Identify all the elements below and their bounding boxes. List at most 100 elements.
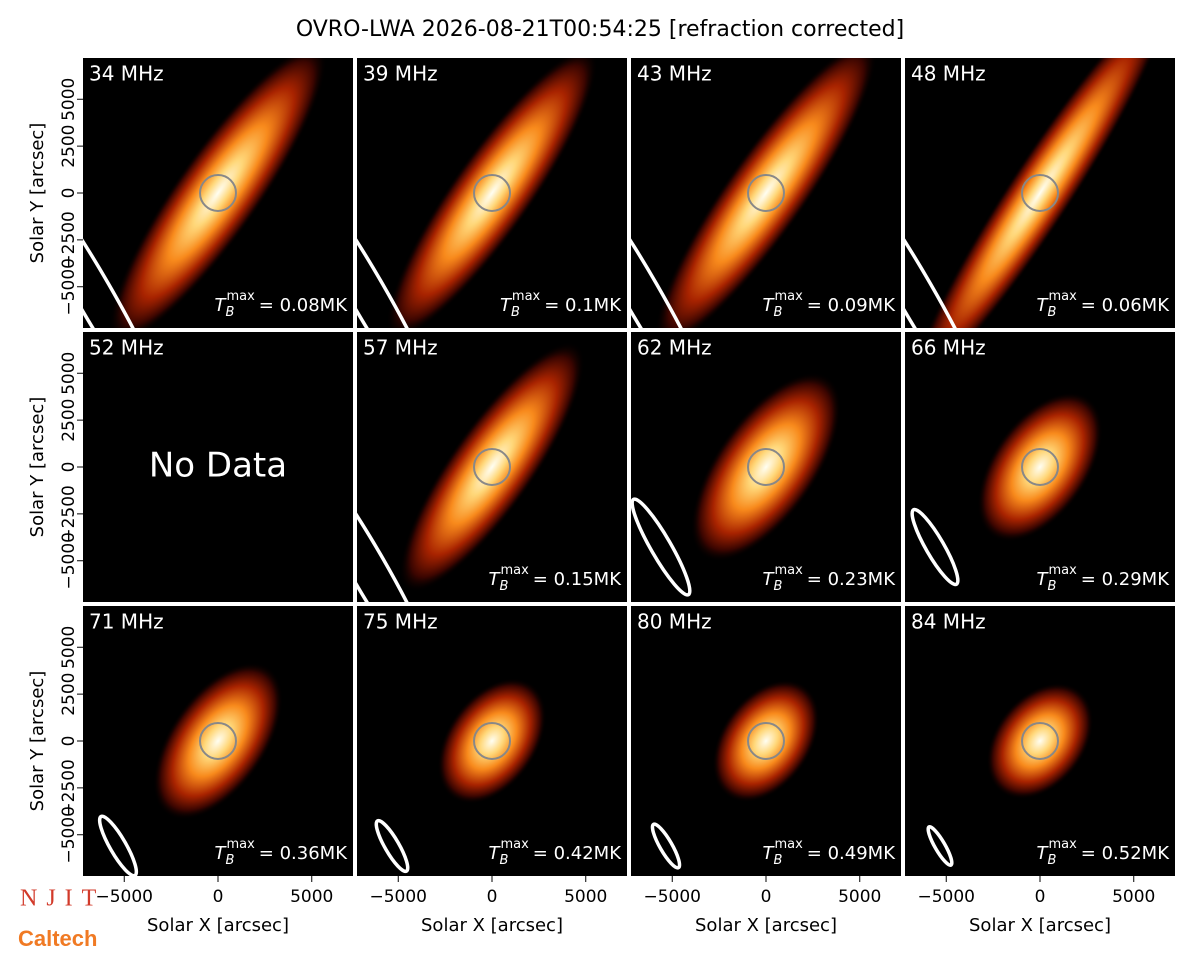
x-tick-label: 0: [761, 887, 772, 907]
tb-max-text: = 0.36MK: [259, 843, 348, 864]
solar-disk: [1021, 448, 1059, 486]
panel-title: 34 MHz: [89, 62, 164, 86]
x-tick-label: 5000: [1112, 887, 1155, 907]
solar-disk: [1021, 174, 1059, 212]
tb-max-symbol: T: [1037, 843, 1050, 864]
logo-njit: NJIT: [20, 886, 105, 912]
y-tick-label: 0: [59, 462, 79, 473]
tb-max-sub: B: [774, 579, 783, 594]
tb-max-symbol: T: [500, 295, 513, 316]
x-axis-label: Solar X [arcsec]: [695, 915, 837, 936]
emission: [386, 58, 598, 328]
y-tick-label: 0: [59, 736, 79, 747]
tb-max-sup: max: [1048, 837, 1077, 852]
tb-max-label: TBmax = 0.42MK: [489, 837, 623, 868]
tb-max-label: TBmax = 0.36MK: [215, 837, 349, 868]
x-tick-label: −5000: [369, 887, 427, 907]
tb-max-label: TBmax = 0.49MK: [763, 837, 897, 868]
panel: TBmax = 0.23MK: [631, 332, 901, 602]
panel: TBmax = 0.08MK: [83, 58, 353, 328]
solar-disk: [747, 174, 785, 212]
y-tick-label: 5000: [59, 626, 79, 669]
panel-title: 57 MHz: [363, 336, 438, 360]
emission: [712, 679, 820, 803]
x-tick-label: 0: [487, 887, 498, 907]
emission: [690, 372, 842, 562]
tb-max-sub: B: [774, 305, 783, 320]
x-axis-label: Solar X [arcsec]: [421, 915, 563, 936]
tb-max-label: TBmax = 0.23MK: [763, 563, 897, 594]
x-tick-label: 5000: [564, 887, 607, 907]
panel-title: 80 MHz: [637, 610, 712, 634]
panel-title: 75 MHz: [363, 610, 438, 634]
panel-title: 48 MHz: [911, 62, 986, 86]
solar-disk: [747, 448, 785, 486]
panel: TBmax = 0.29MK: [905, 332, 1175, 602]
panel: TBmax = 0.15MK: [357, 332, 627, 602]
tb-max-symbol: T: [763, 569, 776, 590]
x-tick-label: −5000: [917, 887, 975, 907]
beam: [910, 507, 960, 587]
tb-max-sup: max: [774, 289, 803, 304]
tb-max-symbol: T: [763, 843, 776, 864]
solar-disk: [473, 722, 511, 760]
tb-max-sub: B: [500, 853, 509, 868]
tb-max-sub: B: [226, 305, 235, 320]
tb-max-sup: max: [1048, 563, 1077, 578]
tb-max-sub: B: [511, 305, 520, 320]
emission: [654, 58, 878, 328]
panel: TBmax = 0.1MK: [357, 58, 627, 328]
tb-max-text: = 0.29MK: [1081, 569, 1170, 590]
y-tick-label: −5000: [59, 532, 79, 590]
figure-title: OVRO-LWA 2026-08-21T00:54:25 [refraction…: [296, 17, 904, 42]
tb-max-sub: B: [226, 853, 235, 868]
tb-max-text: = 0.23MK: [807, 569, 896, 590]
panel-title: 52 MHz: [89, 336, 164, 360]
y-tick-label: −2500: [59, 485, 79, 543]
y-tick-label: 2500: [59, 124, 79, 167]
tb-max-label: TBmax = 0.15MK: [489, 563, 623, 594]
y-axis-label: Solar Y [arcsec]: [27, 397, 48, 538]
emission: [109, 58, 327, 328]
beam: [357, 161, 446, 328]
x-axis-label: Solar X [arcsec]: [147, 915, 289, 936]
y-tick-label: 2500: [59, 672, 79, 715]
tb-max-symbol: T: [763, 295, 776, 316]
tb-max-text: = 0.52MK: [1081, 843, 1170, 864]
tb-max-sup: max: [226, 837, 255, 852]
x-axis-label: Solar X [arcsec]: [969, 915, 1111, 936]
panel-title: 71 MHz: [89, 610, 164, 634]
y-tick-label: 2500: [59, 398, 79, 441]
tb-max-label: TBmax = 0.06MK: [1037, 289, 1171, 320]
tb-max-sup: max: [500, 563, 529, 578]
tb-max-symbol: T: [489, 843, 502, 864]
tb-max-sup: max: [226, 289, 255, 304]
beam: [926, 825, 954, 867]
tb-max-symbol: T: [1037, 295, 1050, 316]
emission: [911, 58, 1169, 328]
tb-max-sup: max: [774, 563, 803, 578]
x-tick-label: −5000: [643, 887, 701, 907]
panel-title: 62 MHz: [637, 336, 712, 360]
beam: [357, 443, 441, 602]
emission: [437, 678, 547, 804]
tb-max-sub: B: [500, 579, 509, 594]
tb-max-label: TBmax = 0.52MK: [1037, 837, 1171, 868]
panel-title: 43 MHz: [637, 62, 712, 86]
tb-max-symbol: T: [1037, 569, 1050, 590]
x-tick-label: 5000: [290, 887, 333, 907]
tb-max-text: = 0.42MK: [533, 843, 622, 864]
panel-background: [83, 332, 353, 602]
tb-max-text: = 0.15MK: [533, 569, 622, 590]
beam: [374, 818, 410, 874]
tb-max-symbol: T: [215, 843, 228, 864]
solar-disk: [199, 722, 237, 760]
panel: TBmax = 0.49MK: [631, 606, 901, 876]
panel: No Data: [83, 332, 353, 602]
tb-max-text: = 0.09MK: [807, 295, 896, 316]
y-tick-label: 0: [59, 188, 79, 199]
emission: [977, 392, 1103, 542]
emission: [153, 662, 283, 820]
beam: [650, 822, 682, 870]
